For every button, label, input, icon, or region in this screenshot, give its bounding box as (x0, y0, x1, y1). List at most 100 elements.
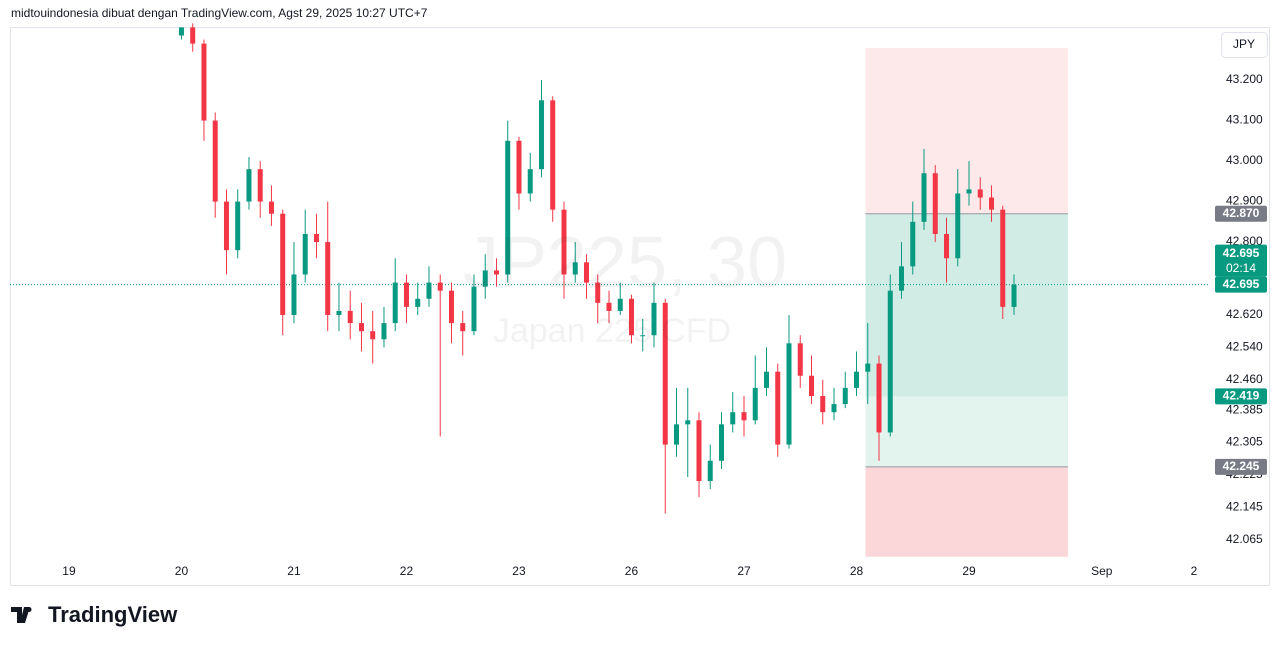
candle-body (606, 302, 612, 311)
candle-body (910, 221, 916, 267)
candle-body (482, 270, 488, 287)
x-tick-label: 2 (1191, 564, 1198, 578)
brand: TradingView (48, 602, 178, 627)
candle-body (201, 43, 207, 121)
countdown-price: 42.695 (1223, 246, 1260, 260)
header: midtouindonesia dibuat dengan TradingVie… (11, 6, 428, 20)
candle-body (595, 282, 601, 303)
candle-body (1011, 284, 1017, 307)
candle-body (325, 242, 331, 315)
candle-body (505, 140, 511, 275)
y-tick-label: 43.100 (1226, 113, 1263, 127)
candle-body (865, 363, 871, 372)
price-label-box (1215, 276, 1267, 293)
candle-body (392, 282, 398, 324)
price-label: 42.870 (1223, 206, 1260, 220)
candle-body (617, 298, 623, 311)
countdown: 02:14 (1226, 261, 1256, 275)
candle-body (662, 302, 668, 445)
candle-body (550, 100, 556, 210)
candle-body (685, 420, 691, 425)
candle-body (966, 189, 972, 194)
logo-dot (26, 607, 32, 612)
candle-body (381, 323, 387, 340)
candle-body (190, 27, 196, 44)
candle-body (223, 201, 229, 251)
candle-body (842, 387, 848, 405)
candle-body (302, 233, 308, 275)
candle-body (291, 274, 297, 315)
candle-body (707, 460, 713, 482)
price-label: 42.245 (1223, 459, 1260, 473)
y-tick-label: 42.145 (1226, 500, 1263, 514)
candle-body (358, 323, 364, 332)
y-tick-label: 42.900 (1226, 194, 1263, 208)
candle-body (899, 266, 905, 291)
x-tick-label: Sep (1091, 564, 1113, 578)
position-zone (865, 48, 1069, 214)
candle-body (820, 395, 826, 413)
candle-body (718, 424, 724, 461)
x-tick-label: 22 (400, 564, 414, 578)
price-label: 42.695 (1223, 277, 1260, 291)
candle-body (583, 262, 589, 283)
candle-body (752, 387, 758, 421)
x-tick-label: 23 (512, 564, 526, 578)
candle-body (538, 100, 544, 170)
plot-area (10, 23, 1210, 557)
countdown-box (1215, 244, 1267, 277)
candle-body (415, 298, 421, 307)
candle-body (640, 335, 646, 337)
brand-logo (11, 607, 32, 623)
candle-body (989, 197, 995, 210)
candle-body (448, 290, 454, 324)
candle-body (280, 213, 286, 315)
position-zone (865, 213, 1069, 397)
price-label-box (1215, 458, 1267, 475)
candle-body (955, 193, 961, 259)
y-tick-label: 42.385 (1226, 402, 1263, 416)
price-label-box (1215, 205, 1267, 222)
price-label: 42.419 (1223, 389, 1260, 403)
candle-body (651, 302, 657, 336)
candle-body (403, 282, 409, 307)
position-zone (865, 466, 1069, 557)
logo-icon (11, 607, 30, 623)
x-tick-label: 20 (175, 564, 189, 578)
currency-label[interactable]: JPY (1233, 37, 1255, 51)
candle-body (426, 282, 432, 299)
candle-body (696, 420, 702, 482)
candle-body (932, 173, 938, 234)
candle-body (493, 270, 499, 275)
candle-body (763, 371, 769, 388)
y-tick-label: 42.065 (1226, 532, 1263, 546)
candle-body (471, 286, 477, 332)
candle-body (336, 310, 342, 315)
x-tick-label: 21 (287, 564, 301, 578)
candle-body (527, 169, 533, 194)
candle-body (854, 371, 860, 388)
candle-body (268, 201, 274, 214)
candle-body (212, 120, 218, 202)
y-tick-label: 42.460 (1226, 372, 1263, 386)
candle-body (786, 343, 792, 445)
candle-body (370, 331, 376, 340)
x-tick-label: 19 (62, 564, 76, 578)
candle-body (673, 424, 679, 445)
candle-body (730, 412, 736, 425)
candle-body (235, 201, 241, 251)
currency-button[interactable] (1221, 32, 1268, 58)
y-tick-label: 43.000 (1226, 153, 1263, 167)
x-tick-label: 27 (737, 564, 751, 578)
candle-body (1000, 209, 1006, 307)
candle-body (876, 363, 882, 433)
chart-frame (10, 27, 1270, 586)
x-tick-label: 26 (625, 564, 639, 578)
x-tick-label: 28 (850, 564, 864, 578)
candle-body (887, 290, 893, 433)
candle-body (831, 404, 837, 413)
candle-body (809, 375, 815, 396)
candle-body (944, 233, 950, 259)
y-tick-label: 42.620 (1226, 307, 1263, 321)
